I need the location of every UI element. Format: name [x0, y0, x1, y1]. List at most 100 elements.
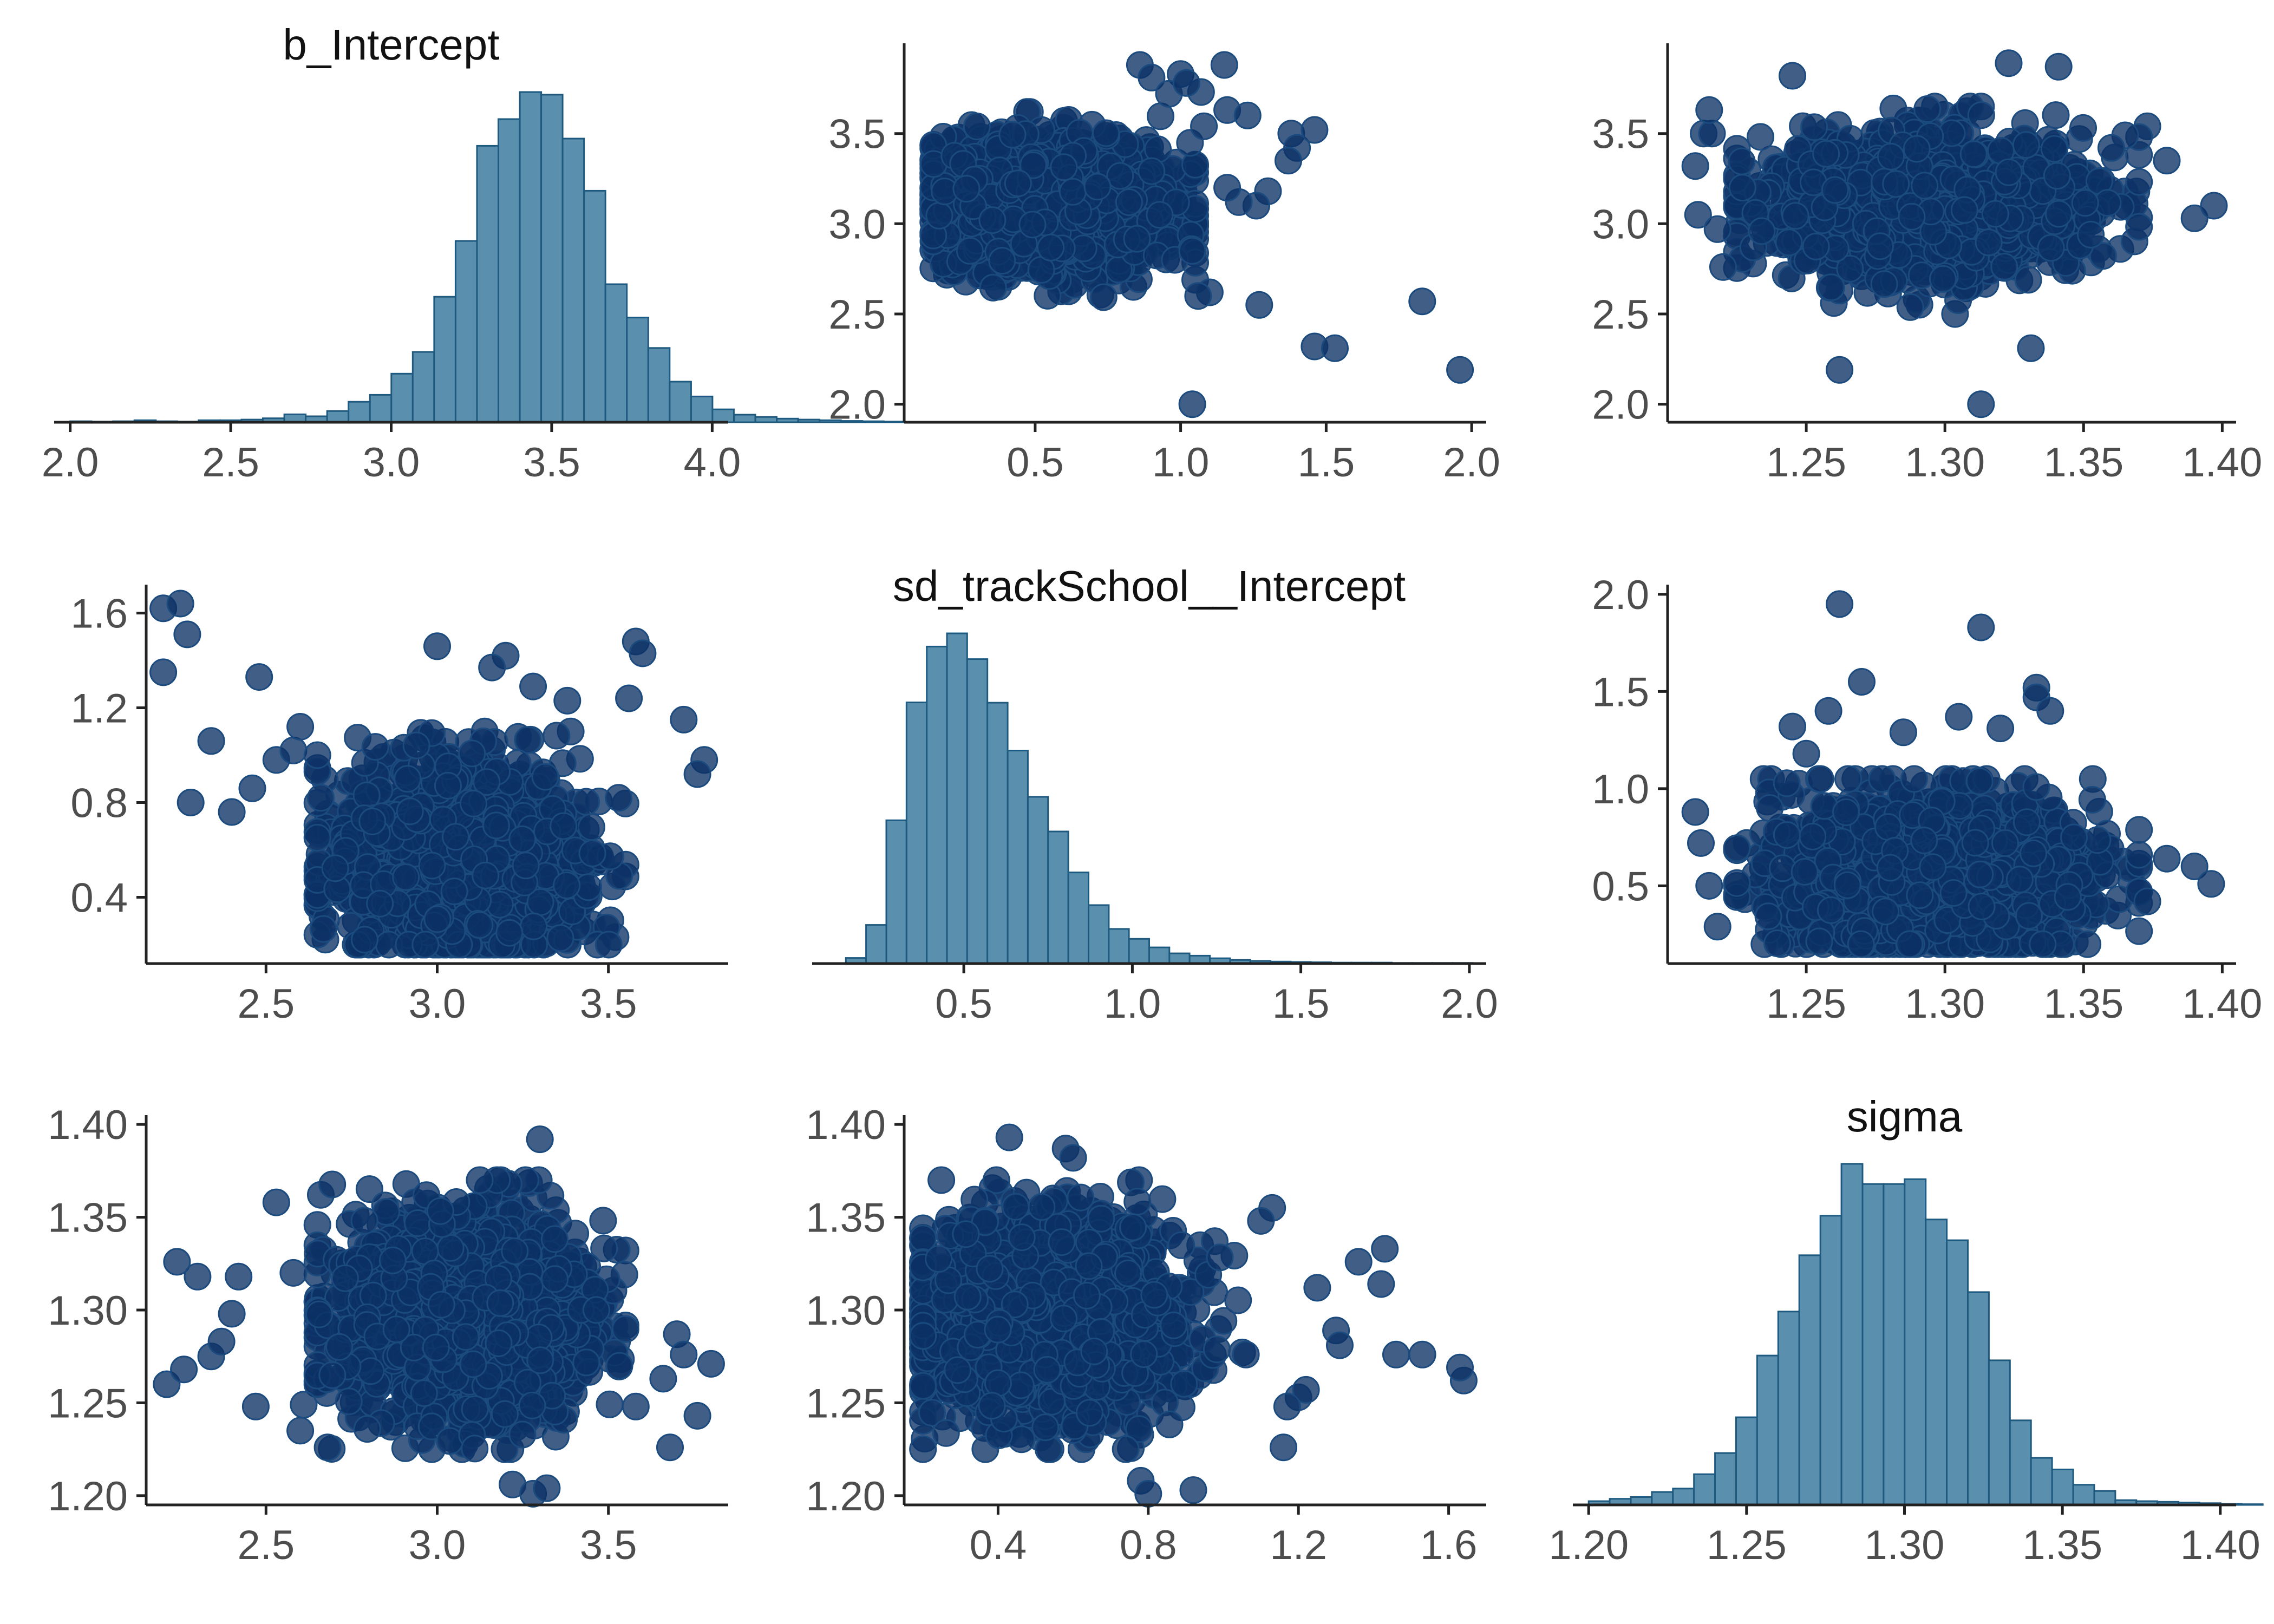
scatter-point [1058, 178, 1087, 206]
histogram-bar [326, 410, 350, 423]
scatter-point [2200, 192, 2228, 220]
scatter-point [1877, 142, 1905, 171]
scatter-points [1681, 49, 2228, 418]
scatter-point [1728, 174, 1756, 202]
scatter-point [1703, 215, 1731, 243]
histogram-bar [454, 240, 478, 423]
scatter-point [952, 175, 981, 203]
scatter-point [1213, 174, 1241, 202]
y-tick-label: 2.0 [1592, 382, 1649, 428]
histogram-bar [540, 94, 564, 423]
scatter-point [2125, 168, 2153, 196]
scatter-point [1812, 140, 1840, 168]
scatter-point [2014, 266, 2042, 294]
scatter-point [1959, 140, 1988, 168]
scatter-point [1747, 123, 1774, 151]
scatter-point [1115, 188, 1143, 216]
scatter-point [2125, 213, 2153, 241]
histogram-bar [583, 189, 606, 423]
histogram-bar [647, 347, 671, 423]
y-tick-label: 3.0 [1592, 201, 1649, 247]
scatter-point [1233, 101, 1262, 129]
scatter-point [1695, 96, 1723, 124]
histogram-bar [626, 317, 649, 423]
scatter-point [1995, 158, 2023, 186]
scatter-point [963, 113, 991, 140]
scatter-point [2097, 134, 2125, 162]
scatter-point [1913, 95, 1942, 123]
scatter-point [2153, 147, 2181, 175]
scatter-sd-vs-intercept: 2.02.53.03.50.5 1.0 1.5 2.0 [828, 43, 1500, 486]
histogram-bar [348, 401, 371, 423]
y-tick-label: 3.0 [828, 201, 886, 247]
scatter-point [2069, 114, 2097, 142]
x-tick-label: 1.0 [1152, 440, 1210, 486]
x-tick-label: 1.5 [1298, 440, 1355, 486]
scatter-point [1245, 291, 1273, 319]
y-tick-label: 3.5 [1592, 112, 1649, 158]
scatter-point [2043, 162, 2071, 190]
histogram-bar [476, 145, 499, 423]
x-tick-label: 1.40 [2182, 440, 2262, 486]
scatter-point [1275, 147, 1302, 175]
scatter-point [2017, 334, 2045, 362]
histogram-bar [411, 351, 435, 423]
scatter-point [1050, 153, 1078, 181]
scatter-point [1681, 152, 1709, 180]
x-tick-label: 1.35 [2043, 440, 2123, 486]
scatter-point [998, 121, 1027, 149]
scatter-point [1995, 49, 2023, 77]
scatter-point [956, 237, 984, 265]
scatter-point [1709, 253, 1737, 281]
scatter-point [1321, 334, 1349, 362]
scatter-point [2012, 131, 2040, 159]
scatter-point [1775, 228, 1803, 257]
scatter-point [1408, 287, 1436, 316]
x-tick-label: 3.5 [523, 440, 580, 486]
scatter-points [919, 51, 1474, 418]
scatter-point [1698, 120, 1726, 148]
scatter-point [1301, 116, 1329, 144]
x-tick-label: 2.5 [202, 440, 259, 486]
scatter-point [2037, 234, 2065, 262]
scatter-point [1210, 51, 1238, 79]
x-tick-label: 2.0 [42, 440, 99, 486]
scatter-point [1018, 211, 1047, 239]
scatter-point [1800, 113, 1828, 141]
histogram-bar [369, 394, 393, 423]
x-tick-label: 3.0 [363, 440, 420, 486]
x-tick-label: 1.25 [1766, 440, 1846, 486]
scatter-point [1178, 390, 1206, 418]
scatter-point [1896, 293, 1924, 321]
scatter-point [1911, 172, 1939, 200]
scatter-point [1781, 202, 1809, 230]
scatter-point [1089, 283, 1118, 311]
scatter-point [2071, 189, 2099, 217]
scatter-point [1975, 228, 2003, 257]
scatter-point [1172, 69, 1200, 97]
scatter-point [1190, 112, 1218, 140]
scatter-point [1446, 356, 1474, 384]
scatter-sigma-vs-intercept: 2.02.53.03.51.25 1.30 1.35 1.40 [1592, 43, 2262, 486]
scatter-point [1178, 237, 1206, 265]
y-tick-label: 3.5 [828, 112, 886, 158]
scatter-point [2044, 53, 2073, 81]
scatter-point [1092, 119, 1120, 147]
scatter-point [1004, 169, 1032, 198]
scatter-point [543, 722, 571, 750]
scatter-point [2077, 220, 2105, 248]
histogram-bar [797, 418, 821, 423]
scatter-point [1821, 176, 1849, 204]
scatter-point [2044, 200, 2073, 228]
histogram-bar [519, 91, 543, 423]
scatter-point [1981, 200, 2009, 228]
scatter-point [1083, 173, 1112, 201]
scatter-point [1903, 135, 1931, 163]
histogram-bar [561, 137, 585, 423]
scatter-point [1929, 265, 1957, 293]
scatter-point [1898, 202, 1926, 231]
scatter-point [1728, 147, 1756, 175]
scatter-point [577, 813, 605, 841]
